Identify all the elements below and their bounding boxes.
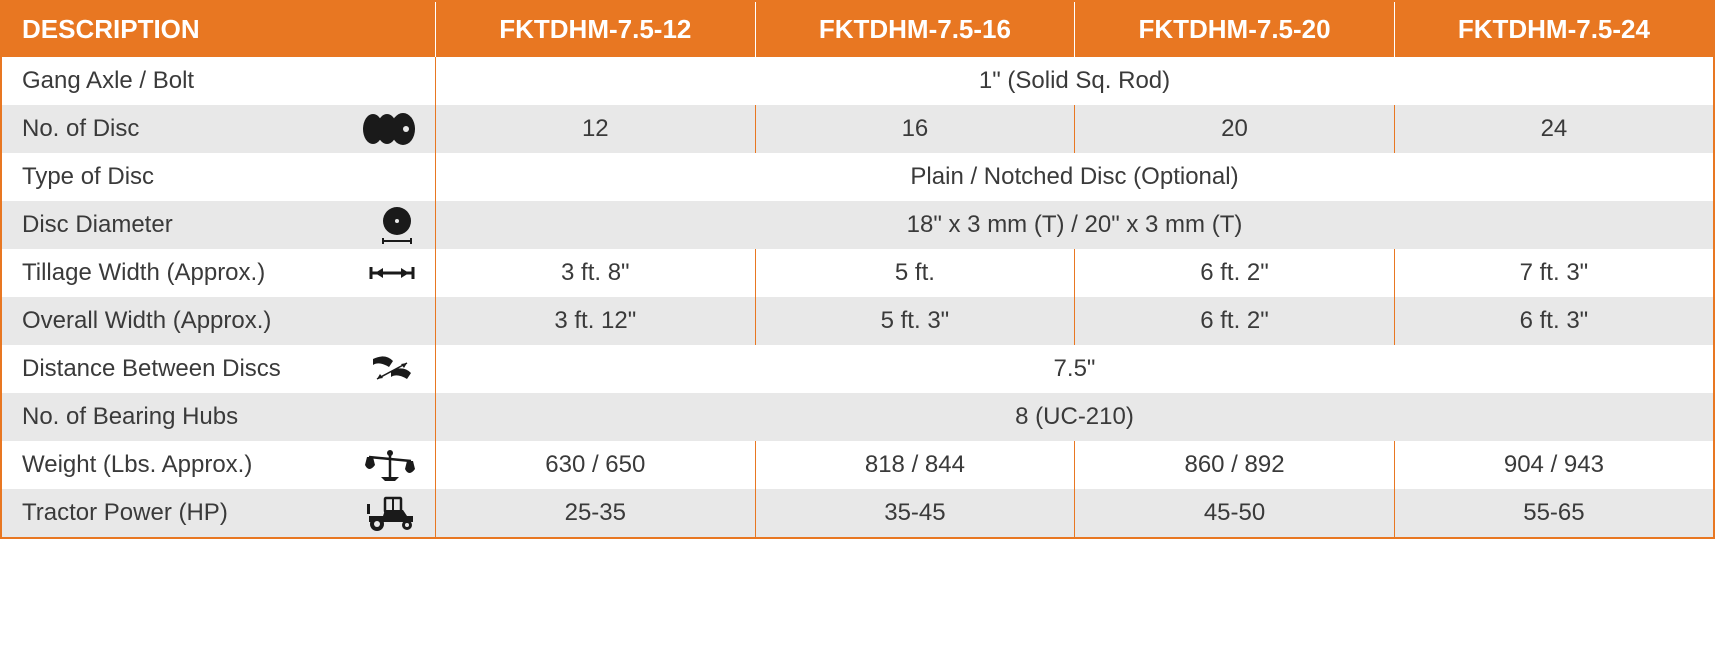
- width-icon: [357, 253, 417, 293]
- cell-value: 860 / 892: [1075, 441, 1395, 489]
- row-label: Overall Width (Approx.): [1, 297, 436, 345]
- row-label: Weight (Lbs. Approx.): [1, 441, 436, 489]
- row-label: Disc Diameter: [1, 201, 436, 249]
- table-header: DESCRIPTION FKTDHM-7.5-12 FKTDHM-7.5-16 …: [1, 1, 1714, 57]
- cell-value: 16: [755, 105, 1075, 153]
- row-label-text: Tillage Width (Approx.): [22, 259, 265, 286]
- row-label: Gang Axle / Bolt: [1, 57, 436, 105]
- tractor-icon: [357, 493, 417, 533]
- row-label: No. of Disc: [1, 105, 436, 153]
- cell-value: 7 ft. 3": [1394, 249, 1714, 297]
- cell-value: 3 ft. 12": [436, 297, 756, 345]
- table-row: Type of Disc Plain / Notched Disc (Optio…: [1, 153, 1714, 201]
- table-row: Gang Axle / Bolt 1" (Solid Sq. Rod): [1, 57, 1714, 105]
- table-row: Tractor Power (HP) 25-35 35-45: [1, 489, 1714, 538]
- cell-value: 6 ft. 3": [1394, 297, 1714, 345]
- cell-value: 24: [1394, 105, 1714, 153]
- cell-value: 45-50: [1075, 489, 1395, 538]
- cell-value: 25-35: [436, 489, 756, 538]
- cell-value: 6 ft. 2": [1075, 297, 1395, 345]
- distance-icon: [357, 349, 417, 389]
- cell-value: 6 ft. 2": [1075, 249, 1395, 297]
- row-label: Type of Disc: [1, 153, 436, 201]
- cell-value: 904 / 943: [1394, 441, 1714, 489]
- row-label-text: Gang Axle / Bolt: [22, 67, 194, 94]
- table-row: Overall Width (Approx.) 3 ft. 12" 5 ft. …: [1, 297, 1714, 345]
- table-row: Tillage Width (Approx.) 3 ft. 8" 5 ft. 6…: [1, 249, 1714, 297]
- cell-value: 20: [1075, 105, 1395, 153]
- row-label-text: Disc Diameter: [22, 211, 173, 238]
- cell-value: 5 ft. 3": [755, 297, 1075, 345]
- table-row: Distance Between Discs 7.5": [1, 345, 1714, 393]
- table-row: No. of Disc 12 16 20 24: [1, 105, 1714, 153]
- cell-value: 630 / 650: [436, 441, 756, 489]
- cell-value: 818 / 844: [755, 441, 1075, 489]
- row-span-value: 7.5": [436, 345, 1715, 393]
- row-label: Tillage Width (Approx.): [1, 249, 436, 297]
- col-header-description: DESCRIPTION: [1, 1, 436, 57]
- table-row: Disc Diameter 18" x 3 mm (T) / 20" x 3 m…: [1, 201, 1714, 249]
- cell-value: 12: [436, 105, 756, 153]
- col-header-model-1: FKTDHM-7.5-12: [436, 1, 756, 57]
- table-row: No. of Bearing Hubs 8 (UC-210): [1, 393, 1714, 441]
- row-label: Distance Between Discs: [1, 345, 436, 393]
- row-label: Tractor Power (HP): [1, 489, 436, 538]
- cell-value: 3 ft. 8": [436, 249, 756, 297]
- table-body: Gang Axle / Bolt 1" (Solid Sq. Rod) No. …: [1, 57, 1714, 538]
- cell-value: 5 ft.: [755, 249, 1075, 297]
- row-span-value: 18" x 3 mm (T) / 20" x 3 mm (T): [436, 201, 1715, 249]
- cell-value: 35-45: [755, 489, 1075, 538]
- row-label: No. of Bearing Hubs: [1, 393, 436, 441]
- row-label-text: Overall Width (Approx.): [22, 307, 271, 334]
- spec-table: DESCRIPTION FKTDHM-7.5-12 FKTDHM-7.5-16 …: [0, 0, 1715, 539]
- cell-value: 55-65: [1394, 489, 1714, 538]
- table-row: Weight (Lbs. Approx.) 630 / 650 818 / 84…: [1, 441, 1714, 489]
- row-span-value: Plain / Notched Disc (Optional): [436, 153, 1715, 201]
- col-header-model-3: FKTDHM-7.5-20: [1075, 1, 1395, 57]
- row-span-value: 8 (UC-210): [436, 393, 1715, 441]
- scale-icon: [357, 445, 417, 485]
- row-span-value: 1" (Solid Sq. Rod): [436, 57, 1715, 105]
- row-label-text: Weight (Lbs. Approx.): [22, 451, 252, 478]
- diameter-icon: [357, 205, 417, 245]
- row-label-text: No. of Disc: [22, 115, 139, 142]
- row-label-text: Type of Disc: [22, 163, 154, 190]
- row-label-text: No. of Bearing Hubs: [22, 403, 238, 430]
- discs-icon: [357, 109, 417, 149]
- row-label-text: Distance Between Discs: [22, 355, 281, 382]
- row-label-text: Tractor Power (HP): [22, 499, 228, 526]
- col-header-model-4: FKTDHM-7.5-24: [1394, 1, 1714, 57]
- col-header-model-2: FKTDHM-7.5-16: [755, 1, 1075, 57]
